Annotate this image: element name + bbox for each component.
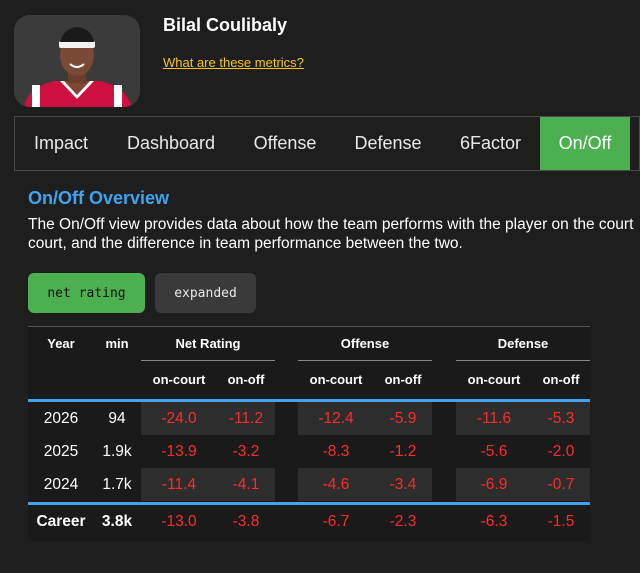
- cell-min: 1.9k: [102, 443, 132, 460]
- header-defense: Defense: [497, 336, 549, 351]
- row-shade: [141, 468, 275, 501]
- tab-bar: Impact Dashboard Offense Defense 6Factor…: [14, 116, 640, 171]
- metrics-help-link[interactable]: What are these metrics?: [163, 55, 304, 70]
- header-net-rating: Net Rating: [175, 336, 241, 351]
- on-off-table: Year min Net Rating Offense Defense on-c…: [28, 326, 590, 541]
- row-shade: [456, 402, 590, 435]
- net-rating-button[interactable]: net rating: [28, 273, 145, 313]
- cell-off-on-court: -12.4: [318, 410, 354, 427]
- header-def-on-off[interactable]: on-off: [542, 372, 580, 387]
- cell-year: Career: [36, 513, 86, 530]
- cell-def-on-off: -0.7: [547, 476, 575, 493]
- header-min[interactable]: min: [105, 336, 129, 351]
- tab-impact[interactable]: Impact: [33, 133, 89, 153]
- header-year[interactable]: Year: [47, 336, 75, 351]
- tab-dashboard[interactable]: Dashboard: [126, 133, 216, 153]
- header-offense: Offense: [340, 336, 390, 351]
- tab-defense[interactable]: Defense: [354, 133, 422, 153]
- cell-off-on-off: -5.9: [389, 410, 417, 427]
- cell-min: 94: [108, 410, 126, 427]
- cell-off-on-court: -8.3: [322, 443, 350, 460]
- row-shade: [456, 468, 590, 501]
- player-headshot-image: [14, 15, 140, 107]
- cell-def-on-court: -6.9: [480, 476, 508, 493]
- header-divider: [28, 399, 590, 402]
- header-def-on-court[interactable]: on-court: [467, 372, 521, 387]
- tab-offense[interactable]: Offense: [253, 133, 317, 153]
- defense-group-underline: [456, 360, 590, 361]
- row-shade: [298, 402, 432, 435]
- header-net-on-off[interactable]: on-off: [227, 372, 265, 387]
- cell-net-on-court: -24.0: [161, 410, 197, 427]
- cell-off-on-off: -2.3: [389, 513, 417, 530]
- cell-net-on-off: -3.2: [232, 443, 260, 460]
- section-title: On/Off Overview: [28, 188, 170, 208]
- player-avatar: [14, 15, 140, 107]
- expanded-button[interactable]: expanded: [155, 273, 256, 313]
- cell-def-on-court: -11.6: [476, 410, 512, 427]
- table-top-border: [28, 326, 590, 327]
- cell-def-on-off: -2.0: [547, 443, 575, 460]
- player-name: Bilal Coulibaly: [163, 15, 288, 35]
- section-description: The On/Off view provides data about how …: [28, 216, 634, 252]
- cell-net-on-off: -3.8: [232, 513, 260, 530]
- cell-min: 1.7k: [102, 476, 132, 493]
- row-shade: [298, 468, 432, 501]
- cell-def-on-court: -6.3: [480, 513, 508, 530]
- cell-net-on-court: -13.9: [161, 443, 197, 460]
- cell-min: 3.8k: [101, 513, 133, 530]
- header-off-on-court[interactable]: on-court: [309, 372, 363, 387]
- career-divider: [28, 502, 590, 505]
- cell-net-on-court: -11.4: [161, 476, 197, 493]
- cell-def-on-court: -5.6: [480, 443, 508, 460]
- tab-on-off[interactable]: On/Off: [540, 117, 630, 170]
- cell-year: 2025: [43, 443, 79, 460]
- offense-group-underline: [298, 360, 432, 361]
- net-rating-group-underline: [141, 360, 275, 361]
- header-net-on-court[interactable]: on-court: [152, 372, 206, 387]
- cell-off-on-off: -1.2: [389, 443, 417, 460]
- cell-def-on-off: -1.5: [547, 513, 575, 530]
- cell-off-on-court: -6.7: [322, 513, 350, 530]
- cell-off-on-off: -3.4: [389, 476, 417, 493]
- cell-off-on-court: -4.6: [322, 476, 350, 493]
- cell-def-on-off: -5.3: [547, 410, 575, 427]
- cell-net-on-off: -4.1: [232, 476, 260, 493]
- cell-year: 2026: [43, 410, 79, 427]
- header-off-on-off[interactable]: on-off: [384, 372, 422, 387]
- cell-year: 2024: [43, 476, 79, 493]
- cell-net-on-off: -11.2: [228, 410, 264, 427]
- row-shade: [141, 402, 275, 435]
- tab-6factor[interactable]: 6Factor: [459, 133, 522, 153]
- cell-net-on-court: -13.0: [161, 513, 197, 530]
